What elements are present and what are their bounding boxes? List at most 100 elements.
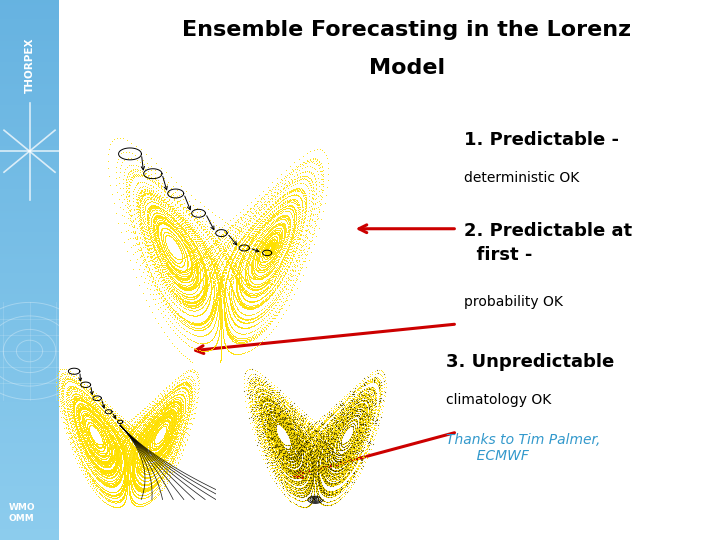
Point xyxy=(266,243,277,252)
Point xyxy=(228,254,239,263)
Point xyxy=(296,197,307,205)
Point xyxy=(146,276,158,285)
Point xyxy=(262,399,274,407)
Point xyxy=(265,416,276,424)
Point xyxy=(363,418,374,427)
Point xyxy=(102,412,114,421)
Point xyxy=(130,442,141,450)
Point xyxy=(158,451,169,460)
Point xyxy=(101,458,112,467)
Point xyxy=(303,217,315,225)
Point xyxy=(324,437,336,445)
Point xyxy=(104,430,116,438)
Point xyxy=(140,444,151,453)
Point xyxy=(149,472,161,481)
Point xyxy=(179,383,190,391)
Point xyxy=(104,436,116,445)
Point xyxy=(297,458,308,467)
Point xyxy=(345,403,356,411)
Point xyxy=(126,484,138,493)
Point xyxy=(78,441,90,450)
Point xyxy=(204,346,216,354)
Point xyxy=(228,269,240,278)
Point xyxy=(274,260,285,269)
Point xyxy=(135,449,147,457)
Point xyxy=(256,426,268,435)
Point xyxy=(118,481,130,489)
Point xyxy=(274,261,285,270)
Point xyxy=(111,473,122,482)
Point xyxy=(215,342,227,351)
Point xyxy=(282,465,294,474)
Point xyxy=(294,207,306,216)
Point xyxy=(152,220,163,229)
Point xyxy=(272,450,284,459)
Point xyxy=(366,376,378,384)
Point xyxy=(82,414,94,423)
Point xyxy=(253,255,264,264)
Point xyxy=(354,411,365,420)
Point xyxy=(172,278,184,286)
Point xyxy=(274,446,286,454)
Point xyxy=(306,462,318,470)
Point xyxy=(135,470,146,479)
Point xyxy=(170,419,181,428)
Point xyxy=(207,316,218,325)
Point xyxy=(180,284,192,292)
Point xyxy=(267,246,279,255)
Point xyxy=(167,438,179,447)
Point xyxy=(278,266,289,275)
Point xyxy=(337,450,348,459)
Point xyxy=(285,444,297,453)
Point xyxy=(234,272,246,281)
Point xyxy=(273,449,284,458)
Point xyxy=(308,172,320,180)
Point xyxy=(127,465,138,474)
Point xyxy=(140,473,152,482)
Point xyxy=(140,465,152,474)
Point xyxy=(337,431,348,440)
Point xyxy=(348,441,359,450)
Point xyxy=(310,441,322,450)
Point xyxy=(172,319,184,328)
Point xyxy=(128,480,140,488)
Point xyxy=(348,433,360,441)
Point xyxy=(367,390,379,399)
Point xyxy=(327,490,338,499)
Point xyxy=(125,496,137,505)
Point xyxy=(220,280,231,289)
Point xyxy=(125,483,137,492)
Point xyxy=(103,468,114,477)
Point xyxy=(271,409,283,417)
Point xyxy=(315,482,326,491)
Point xyxy=(163,300,175,309)
Bar xyxy=(0,262,59,265)
Point xyxy=(158,275,170,284)
Point xyxy=(58,383,69,392)
Point xyxy=(119,433,130,442)
Point xyxy=(235,278,247,287)
Point xyxy=(287,460,298,468)
Point xyxy=(184,283,196,292)
Point xyxy=(153,444,164,453)
Point xyxy=(346,433,358,442)
Point xyxy=(259,393,271,402)
Point xyxy=(126,471,138,480)
Point xyxy=(248,400,260,409)
Point xyxy=(130,464,141,473)
Point xyxy=(294,469,305,478)
Point xyxy=(146,438,158,447)
Point xyxy=(80,401,91,410)
Point xyxy=(328,463,340,471)
Point xyxy=(320,463,331,471)
Point xyxy=(323,413,334,422)
Point xyxy=(88,446,99,454)
Point xyxy=(150,411,162,420)
Point xyxy=(107,490,118,499)
Point xyxy=(271,467,283,476)
Point xyxy=(192,265,203,274)
Point xyxy=(130,172,142,180)
Point xyxy=(118,443,130,452)
Point xyxy=(174,254,186,263)
Point xyxy=(173,230,184,238)
